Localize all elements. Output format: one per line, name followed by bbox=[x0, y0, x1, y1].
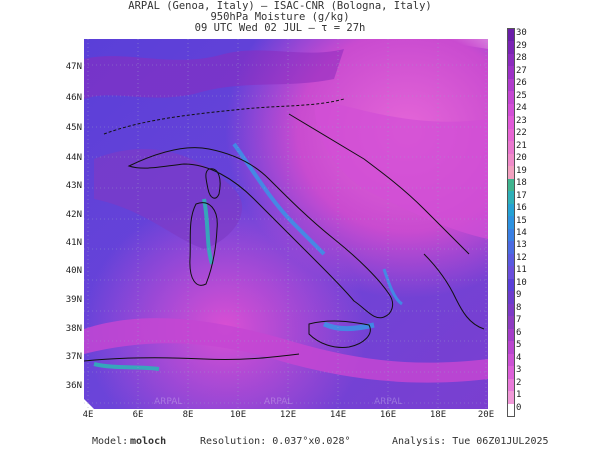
colorbar-segment bbox=[508, 403, 514, 417]
colorbar-segment bbox=[508, 191, 514, 205]
lat-label: 37N bbox=[65, 352, 82, 362]
lat-label: 42N bbox=[65, 210, 82, 220]
colorbar-tick-label: 15 bbox=[516, 215, 527, 226]
lat-label: 46N bbox=[65, 93, 82, 103]
lon-label: 16E bbox=[379, 410, 397, 420]
lon-label: 6E bbox=[132, 410, 144, 420]
model-name: moloch bbox=[130, 436, 167, 447]
lat-label: 45N bbox=[65, 123, 82, 133]
colorbar-segment bbox=[508, 153, 514, 167]
colorbar-segment bbox=[508, 53, 514, 67]
colorbar-segment bbox=[508, 141, 514, 155]
colorbar-tick-label: 28 bbox=[516, 53, 527, 64]
colorbar-segment bbox=[508, 278, 514, 292]
colorbar-tick-label: 29 bbox=[516, 40, 527, 51]
colorbar-segment bbox=[508, 366, 514, 380]
colorbar-tick-label: 12 bbox=[516, 252, 527, 263]
colorbar-tick-label: 13 bbox=[516, 240, 527, 251]
moisture-colorbar bbox=[507, 28, 515, 417]
colorbar-tick-label: 23 bbox=[516, 115, 527, 126]
colorbar-segment bbox=[508, 166, 514, 180]
lon-label: 10E bbox=[229, 410, 247, 420]
lon-label: 20E bbox=[477, 410, 495, 420]
colorbar-segment bbox=[508, 303, 514, 317]
model-label: Model: bbox=[92, 436, 129, 447]
colorbar-tick-label: 30 bbox=[516, 28, 527, 39]
lon-label: 12E bbox=[279, 410, 297, 420]
colorbar-segment bbox=[508, 391, 514, 404]
watermark-text: ARPAL bbox=[374, 397, 402, 407]
colorbar-tick-label: 24 bbox=[516, 103, 527, 114]
lon-label: 4E bbox=[82, 410, 94, 420]
colorbar-segment bbox=[508, 203, 514, 217]
lon-label: 18E bbox=[429, 410, 447, 420]
lat-label: 36N bbox=[65, 381, 82, 391]
colorbar-tick-label: 7 bbox=[516, 315, 522, 326]
colorbar-tick-label: 1 bbox=[516, 390, 522, 401]
colorbar-tick-label: 0 bbox=[516, 402, 522, 413]
colorbar-segment bbox=[508, 341, 514, 355]
colorbar-segment bbox=[508, 103, 514, 117]
watermark-text: ARPAL bbox=[264, 397, 292, 407]
colorbar-tick-label: 2 bbox=[516, 377, 522, 388]
colorbar-tick-label: 27 bbox=[516, 65, 527, 76]
colorbar-segment bbox=[508, 216, 514, 230]
colorbar-tick-label: 10 bbox=[516, 277, 527, 288]
moisture-map: ARPAL ARPAL ARPAL bbox=[84, 39, 488, 409]
colorbar-segment bbox=[508, 241, 514, 255]
lat-label: 43N bbox=[65, 181, 82, 191]
colorbar-tick-label: 19 bbox=[516, 165, 527, 176]
lat-label: 44N bbox=[65, 153, 82, 163]
lat-label: 47N bbox=[65, 62, 82, 72]
colorbar-tick-label: 4 bbox=[516, 352, 522, 363]
colorbar-segment bbox=[508, 253, 514, 267]
colorbar-segment bbox=[508, 228, 514, 242]
colorbar-segment bbox=[508, 78, 514, 92]
colorbar-segment bbox=[508, 328, 514, 342]
moisture-map-canvas: ARPAL ARPAL ARPAL bbox=[84, 39, 488, 409]
colorbar-segment bbox=[508, 29, 514, 42]
colorbar-tick-label: 9 bbox=[516, 290, 522, 301]
resolution-text: Resolution: 0.037°x0.028° bbox=[200, 436, 351, 447]
colorbar-tick-label: 26 bbox=[516, 78, 527, 89]
colorbar-segment bbox=[508, 266, 514, 280]
colorbar-segment bbox=[508, 291, 514, 305]
colorbar-tick-label: 17 bbox=[516, 190, 527, 201]
colorbar-tick-label: 6 bbox=[516, 327, 522, 338]
colorbar-tick-label: 25 bbox=[516, 90, 527, 101]
header-source-line: ARPAL (Genoa, Italy) – ISAC-CNR (Bologna… bbox=[128, 0, 432, 12]
lon-label: 14E bbox=[329, 410, 347, 420]
colorbar-tick-label: 21 bbox=[516, 140, 527, 151]
colorbar-tick-label: 11 bbox=[516, 265, 527, 276]
lon-label: 8E bbox=[182, 410, 194, 420]
colorbar-tick-label: 20 bbox=[516, 153, 527, 164]
colorbar-segment bbox=[508, 66, 514, 80]
colorbar-segment bbox=[508, 178, 514, 192]
lat-label: 39N bbox=[65, 295, 82, 305]
header-field-title: 950hPa Moisture (g/kg) bbox=[210, 11, 350, 23]
analysis-text: Analysis: Tue 06Z01JUL2025 bbox=[392, 436, 549, 447]
lat-label: 41N bbox=[65, 238, 82, 248]
colorbar-tick-label: 16 bbox=[516, 203, 527, 214]
colorbar-segment bbox=[508, 116, 514, 130]
lat-label: 38N bbox=[65, 324, 82, 334]
watermark-layer: ARPAL ARPAL ARPAL bbox=[154, 397, 402, 407]
colorbar-tick-label: 22 bbox=[516, 128, 527, 139]
colorbar-segment bbox=[508, 353, 514, 367]
colorbar-segment bbox=[508, 316, 514, 330]
colorbar-tick-label: 5 bbox=[516, 340, 522, 351]
colorbar-tick-label: 8 bbox=[516, 302, 522, 313]
header-valid-time: 09 UTC Wed 02 JUL – τ = 27h bbox=[194, 22, 366, 34]
colorbar-segment bbox=[508, 128, 514, 142]
colorbar-tick-label: 18 bbox=[516, 178, 527, 189]
lat-label: 40N bbox=[65, 266, 82, 276]
watermark-text: ARPAL bbox=[154, 397, 182, 407]
colorbar-tick-label: 3 bbox=[516, 365, 522, 376]
colorbar-segment bbox=[508, 41, 514, 55]
colorbar-tick-label: 14 bbox=[516, 227, 527, 238]
coastlines bbox=[84, 98, 485, 362]
colorbar-segment bbox=[508, 91, 514, 105]
colorbar-segment bbox=[508, 378, 514, 392]
